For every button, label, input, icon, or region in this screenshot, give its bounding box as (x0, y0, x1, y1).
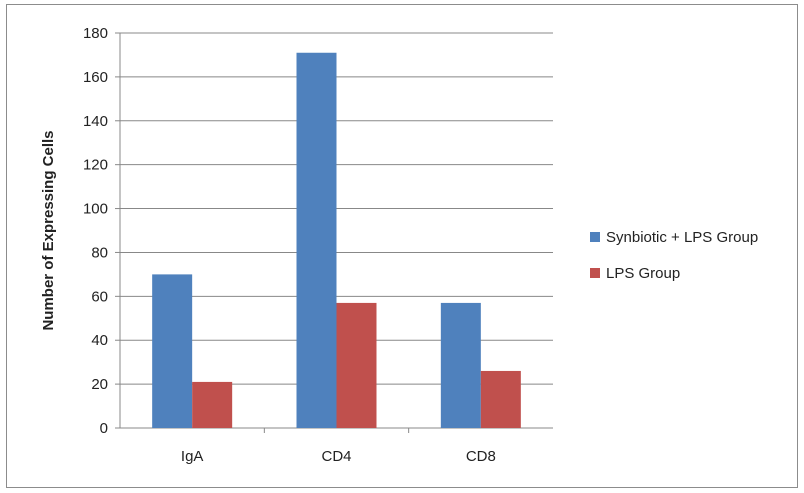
legend-swatch (590, 232, 600, 242)
y-tick-label: 40 (91, 332, 108, 349)
y-tick-label: 120 (83, 157, 108, 174)
x-tick-label: CD4 (321, 448, 351, 465)
y-tick-label: 20 (91, 376, 108, 393)
legend-label: LPS Group (606, 265, 680, 282)
legend-swatch (590, 268, 600, 278)
y-tick-label: 180 (83, 25, 108, 42)
y-tick-label: 0 (100, 420, 108, 437)
y-tick-label: 80 (91, 244, 108, 261)
bar-cd4-series-1 (296, 52, 337, 428)
legend-label: Synbiotic + LPS Group (606, 229, 758, 246)
bar-cd8-series-2 (480, 370, 521, 428)
x-tick-label: IgA (181, 448, 204, 465)
legend: Synbiotic + LPS Group LPS Group (590, 229, 758, 282)
bar-cd4-series-2 (336, 302, 377, 428)
bar-cd8-series-1 (440, 302, 481, 428)
bar-iga-series-1 (152, 274, 193, 428)
y-tick-labels: 0 20 40 60 80 100 120 140 160 180 (83, 25, 108, 437)
y-tick-label: 60 (91, 288, 108, 305)
bar-iga-series-2 (192, 381, 233, 428)
y-axis-title: Number of Expressing Cells (40, 130, 57, 330)
bars (152, 52, 521, 428)
x-tick-label: CD8 (466, 448, 496, 465)
y-tick-label: 160 (83, 69, 108, 86)
y-tick-label: 140 (83, 113, 108, 130)
y-tick-label: 100 (83, 201, 108, 218)
chart-frame (6, 4, 798, 488)
x-tick-labels: IgA CD4 CD8 (181, 448, 496, 465)
